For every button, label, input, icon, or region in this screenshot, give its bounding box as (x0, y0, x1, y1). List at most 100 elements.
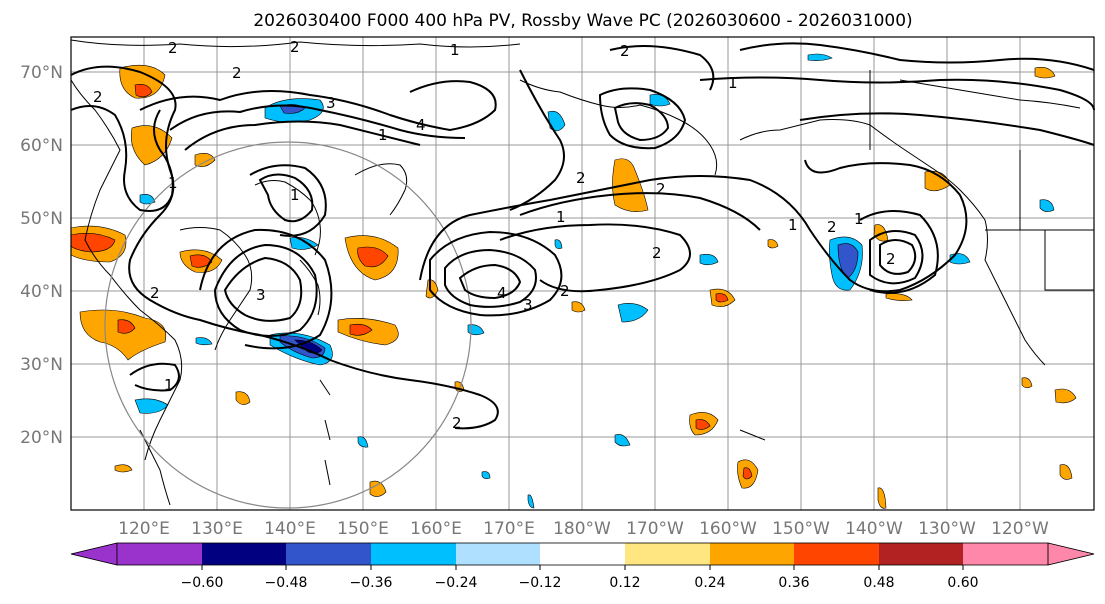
positive-anomaly (885, 293, 913, 301)
positive-anomaly (767, 239, 779, 249)
lon-label: 150°W (772, 519, 830, 539)
colorbar-segment (456, 543, 540, 565)
negative-anomaly (527, 494, 535, 509)
colorbar-tick-label: −0.12 (519, 575, 562, 591)
negative-anomaly (481, 471, 491, 479)
colorbar-tick-label: 0.36 (778, 575, 809, 591)
colorbar-segment (794, 543, 879, 565)
lat-label: 60°N (20, 136, 63, 156)
latitude-labels: 70°N 60°N 50°N 40°N 30°N 20°N (20, 63, 63, 448)
contour-label: 2 (886, 250, 896, 268)
contour-label: 4 (497, 284, 507, 302)
positive-anomaly (1054, 388, 1077, 404)
contour-label: 2 (620, 42, 630, 60)
range-circle (104, 141, 472, 509)
contour-label: 2 (576, 169, 586, 187)
colorbar-segment (1047, 542, 1095, 566)
lon-label: 130°E (191, 519, 243, 539)
contour-label: 2 (560, 282, 570, 300)
positive-anomaly (357, 246, 389, 268)
contour-label: 2 (232, 64, 242, 82)
colorbar-segment (117, 543, 202, 565)
lon-label: 150°E (337, 519, 389, 539)
contour-label: 1 (728, 74, 738, 92)
colorbar-segment (710, 543, 794, 565)
lat-label: 50°N (20, 209, 63, 229)
contour-label: 1 (290, 186, 300, 204)
positive-anomaly (79, 309, 167, 361)
lon-label: 170°W (626, 519, 684, 539)
positive-anomaly (877, 487, 887, 509)
contour-label: 1 (168, 174, 178, 192)
lon-label: 160°E (410, 519, 462, 539)
contour-label: 2 (168, 39, 178, 57)
positive-anomaly (612, 158, 649, 212)
colorbar-tick-label: 0.48 (863, 575, 894, 591)
positive-anomaly (1021, 377, 1033, 389)
lon-label: 120°E (118, 519, 170, 539)
contour-label: 1 (450, 41, 460, 59)
lon-label: 160°W (699, 519, 757, 539)
colorbar-segment (625, 543, 710, 565)
colorbar-segment (540, 543, 625, 565)
lon-label: 170°E (483, 519, 535, 539)
lon-label: 140°W (845, 519, 903, 539)
contour-label: 2 (656, 180, 666, 198)
contour-labels: 2 2 2 1 2 2 1 3 4 1 2 2 1 1 2 4 3 2 1 2 … (93, 38, 896, 432)
contour-label: 1 (854, 210, 864, 228)
colorbar-tick-label: 0.12 (609, 575, 640, 591)
negative-anomaly (1039, 199, 1055, 212)
colorbar-segment (879, 543, 963, 565)
contour-label: 2 (827, 218, 837, 236)
pv-contours (70, 42, 1095, 430)
negative-anomaly (614, 434, 631, 447)
positive-anomaly (742, 467, 753, 480)
positive-anomaly (119, 64, 166, 99)
colorbar-tick-label: −0.24 (435, 575, 478, 591)
positive-anomaly (1059, 464, 1073, 480)
negative-anomaly (139, 194, 156, 205)
lon-label: 130°W (918, 519, 976, 539)
colorbar: −0.60 −0.48 −0.36 −0.24 −0.12 0.12 0.24 … (70, 542, 1095, 591)
positive-anomaly (235, 391, 251, 405)
contour-label: 2 (652, 244, 662, 262)
positive-anomaly (194, 153, 216, 167)
negative-anomaly (357, 436, 369, 448)
contour-label: 1 (164, 376, 174, 394)
negative-anomaly (554, 239, 563, 249)
longitude-labels: 120°E 130°E 140°E 150°E 160°E 170°E 180°… (118, 519, 1049, 539)
positive-anomaly (189, 254, 213, 268)
contour-label: 1 (378, 126, 388, 144)
lon-label: 180°W (553, 519, 611, 539)
negative-anomaly (807, 53, 833, 61)
map-title: 2026030400 F000 400 hPa PV, Rossby Wave … (253, 11, 912, 31)
contour-label: 2 (93, 88, 103, 106)
lon-label: 120°W (991, 519, 1049, 539)
colorbar-segment (202, 543, 286, 565)
positive-anomaly (70, 233, 116, 253)
lat-label: 30°N (20, 355, 63, 375)
colorbar-segment (371, 543, 456, 565)
positive-anomaly (695, 419, 711, 430)
colorbar-tick-label: −0.60 (181, 575, 224, 591)
negative-anomaly (617, 303, 649, 323)
contour-label: 1 (788, 216, 798, 234)
positive-anomaly (114, 464, 133, 473)
lat-label: 20°N (20, 428, 63, 448)
positive-anomaly (715, 293, 729, 303)
positive-anomaly (1034, 67, 1056, 79)
map-frame (70, 36, 1095, 511)
colorbar-tick-label: 0.60 (947, 575, 978, 591)
positive-anomaly (369, 480, 387, 497)
colorbar-segment (963, 543, 1048, 565)
contour-label: 2 (452, 414, 462, 432)
contour-label: 3 (256, 286, 266, 304)
positive-anomaly (571, 301, 586, 313)
colorbar-tick-label: 0.24 (694, 575, 725, 591)
colorbar-tick-label: −0.48 (265, 575, 308, 591)
negative-anomaly (195, 337, 213, 346)
negative-anomaly (699, 254, 719, 266)
colorbar-segment (70, 542, 118, 566)
positive-anomaly (117, 319, 136, 334)
